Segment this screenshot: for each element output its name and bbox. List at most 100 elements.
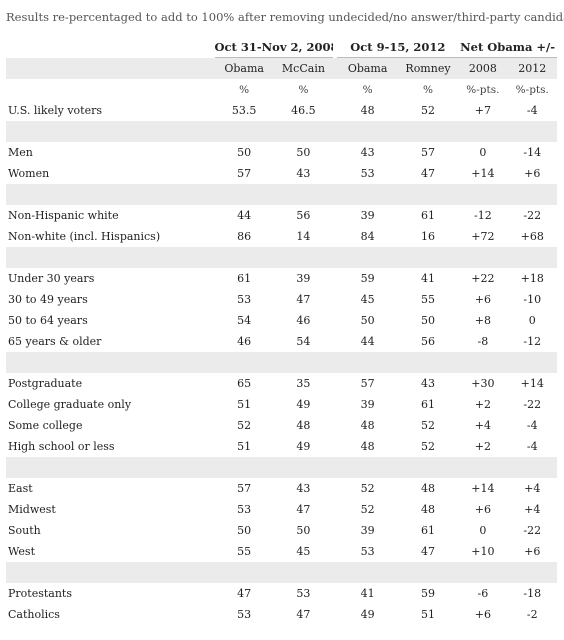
cell-mccain-2008: 35: [296, 377, 311, 390]
cell-net-2012: +6: [524, 545, 541, 558]
cell-obama-2008: 46: [237, 335, 252, 348]
cell-obama-2012: 39: [360, 398, 375, 411]
voter-comparison-table: Oct 31-Nov 2, 2008 Oct 9-15, 2012 Net Ob…: [6, 37, 557, 625]
cell-obama-2012: 48: [360, 419, 375, 432]
cell-mccain-2008: 49: [296, 398, 311, 411]
row-label: 50 to 64 years: [8, 314, 88, 327]
cell-romney-2012: 52: [420, 440, 435, 453]
table-row: U.S. likely voters 53.5 46.5 48 52 +7 -4: [6, 100, 557, 121]
table-row: Protestants 47 53 41 59 -6 -18: [6, 583, 557, 604]
cell-mccain-2008: 14: [296, 230, 311, 243]
cell-mccain-2008: 43: [296, 167, 311, 180]
cell-romney-2012: 48: [420, 482, 435, 495]
row-label: Women: [8, 167, 50, 180]
row-label: Under 30 years: [8, 272, 95, 285]
table-row: 50 to 64 years 54 46 50 50 +8 0: [6, 310, 557, 331]
cell-obama-2012: 49: [360, 608, 375, 621]
cell-romney-2012: 51: [420, 608, 435, 621]
cell-obama-2012: 48: [360, 440, 375, 453]
cell-romney-2012: 59: [420, 587, 435, 600]
cell-net-2012: +14: [520, 377, 544, 390]
table-row: High school or less 51 49 48 52 +2 -4: [6, 436, 557, 457]
row-label: 30 to 49 years: [8, 293, 88, 306]
cell-obama-2012: 50: [360, 314, 375, 327]
cell-mccain-2008: 54: [296, 335, 311, 348]
cell-mccain-2008: 47: [296, 293, 311, 306]
cell-obama-2008: 54: [237, 314, 252, 327]
cell-net-2012: -4: [526, 440, 538, 453]
col-header-obama-2008: Obama: [214, 57, 274, 79]
table-row: Women 57 43 53 47 +14 +6: [6, 163, 557, 184]
cell-romney-2012: 47: [420, 545, 435, 558]
cell-obama-2012: 84: [360, 230, 375, 243]
cell-net-2012: -22: [523, 209, 542, 222]
table-row: Some college 52 48 48 52 +4 -4: [6, 415, 557, 436]
cell-net-2008: +10: [471, 545, 495, 558]
unit-row: % % % % %-pts. %-pts.: [6, 79, 557, 100]
unit-label: %: [362, 83, 373, 96]
unit-label: %: [298, 83, 309, 96]
cell-mccain-2008: 47: [296, 608, 311, 621]
cell-obama-2008: 51: [237, 440, 252, 453]
row-label: Non-white (incl. Hispanics): [8, 230, 161, 243]
cell-net-2012: -12: [523, 335, 542, 348]
cell-obama-2008: 51: [237, 398, 252, 411]
row-label: 65 years & older: [8, 335, 102, 348]
cell-romney-2012: 61: [420, 209, 435, 222]
row-label: Catholics: [8, 608, 60, 621]
cell-romney-2012: 55: [420, 293, 435, 306]
cell-obama-2012: 48: [360, 104, 375, 117]
cell-obama-2012: 39: [360, 524, 375, 537]
cell-obama-2012: 57: [360, 377, 375, 390]
table-row: South 50 50 39 61 0 -22: [6, 520, 557, 541]
cell-obama-2012: 45: [360, 293, 375, 306]
cell-romney-2012: 48: [420, 503, 435, 516]
table-row: East 57 43 52 48 +14 +4: [6, 478, 557, 499]
cell-mccain-2008: 39: [296, 272, 311, 285]
cell-romney-2012: 61: [420, 524, 435, 537]
cell-net-2012: +4: [524, 503, 541, 516]
cell-net-2008: -6: [477, 587, 489, 600]
cell-net-2012: -18: [523, 587, 542, 600]
cell-obama-2012: 59: [360, 272, 375, 285]
table-row: College graduate only 51 49 39 61 +2 -22: [6, 394, 557, 415]
table-row: Non-white (incl. Hispanics) 86 14 84 16 +72 +6…: [6, 226, 557, 247]
cell-net-2012: -2: [526, 608, 538, 621]
row-label: Non-Hispanic white: [8, 209, 119, 222]
cell-mccain-2008: 56: [296, 209, 311, 222]
cell-romney-2012: 43: [420, 377, 435, 390]
cell-mccain-2008: 48: [296, 419, 311, 432]
column-header-row: Obama McCain Obama Romney 2008 2012: [6, 57, 557, 79]
cell-obama-2008: 47: [237, 587, 252, 600]
cell-net-2008: +14: [471, 167, 495, 180]
cell-obama-2008: 53: [237, 608, 252, 621]
cell-obama-2008: 53: [237, 503, 252, 516]
unit-label: %-pts.: [515, 83, 549, 96]
cell-net-2008: +72: [471, 230, 495, 243]
col-header-net-2008: 2008: [458, 57, 508, 79]
row-label: U.S. likely voters: [8, 104, 103, 117]
cell-romney-2012: 47: [420, 167, 435, 180]
cell-romney-2012: 41: [420, 272, 435, 285]
cell-net-2012: -4: [526, 104, 538, 117]
cell-net-2008: +22: [471, 272, 495, 285]
row-label: Some college: [8, 419, 83, 432]
group-header-row: Oct 31-Nov 2, 2008 Oct 9-15, 2012 Net Ob…: [6, 37, 557, 58]
cell-net-2008: -12: [474, 209, 492, 222]
cell-net-2008: 0: [479, 146, 487, 159]
cell-net-2012: +18: [520, 272, 544, 285]
cell-obama-2012: 53: [360, 167, 375, 180]
cell-net-2012: +4: [524, 482, 541, 495]
cell-obama-2012: 53: [360, 545, 375, 558]
cell-mccain-2008: 50: [296, 146, 311, 159]
cell-net-2012: -14: [523, 146, 542, 159]
cell-net-2008: +14: [471, 482, 495, 495]
group-spacer: [6, 562, 557, 583]
table-row: Non-Hispanic white 44 56 39 61 -12 -22: [6, 205, 557, 226]
cell-net-2008: +6: [474, 293, 491, 306]
table-row: 65 years & older 46 54 44 56 -8 -12: [6, 331, 557, 352]
row-label: College graduate only: [8, 398, 132, 411]
cell-net-2012: +68: [520, 230, 544, 243]
cell-obama-2012: 52: [360, 503, 375, 516]
cell-net-2008: 0: [479, 524, 487, 537]
